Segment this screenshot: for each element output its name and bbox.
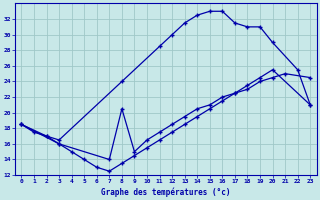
X-axis label: Graphe des températures (°c): Graphe des températures (°c)	[101, 187, 231, 197]
